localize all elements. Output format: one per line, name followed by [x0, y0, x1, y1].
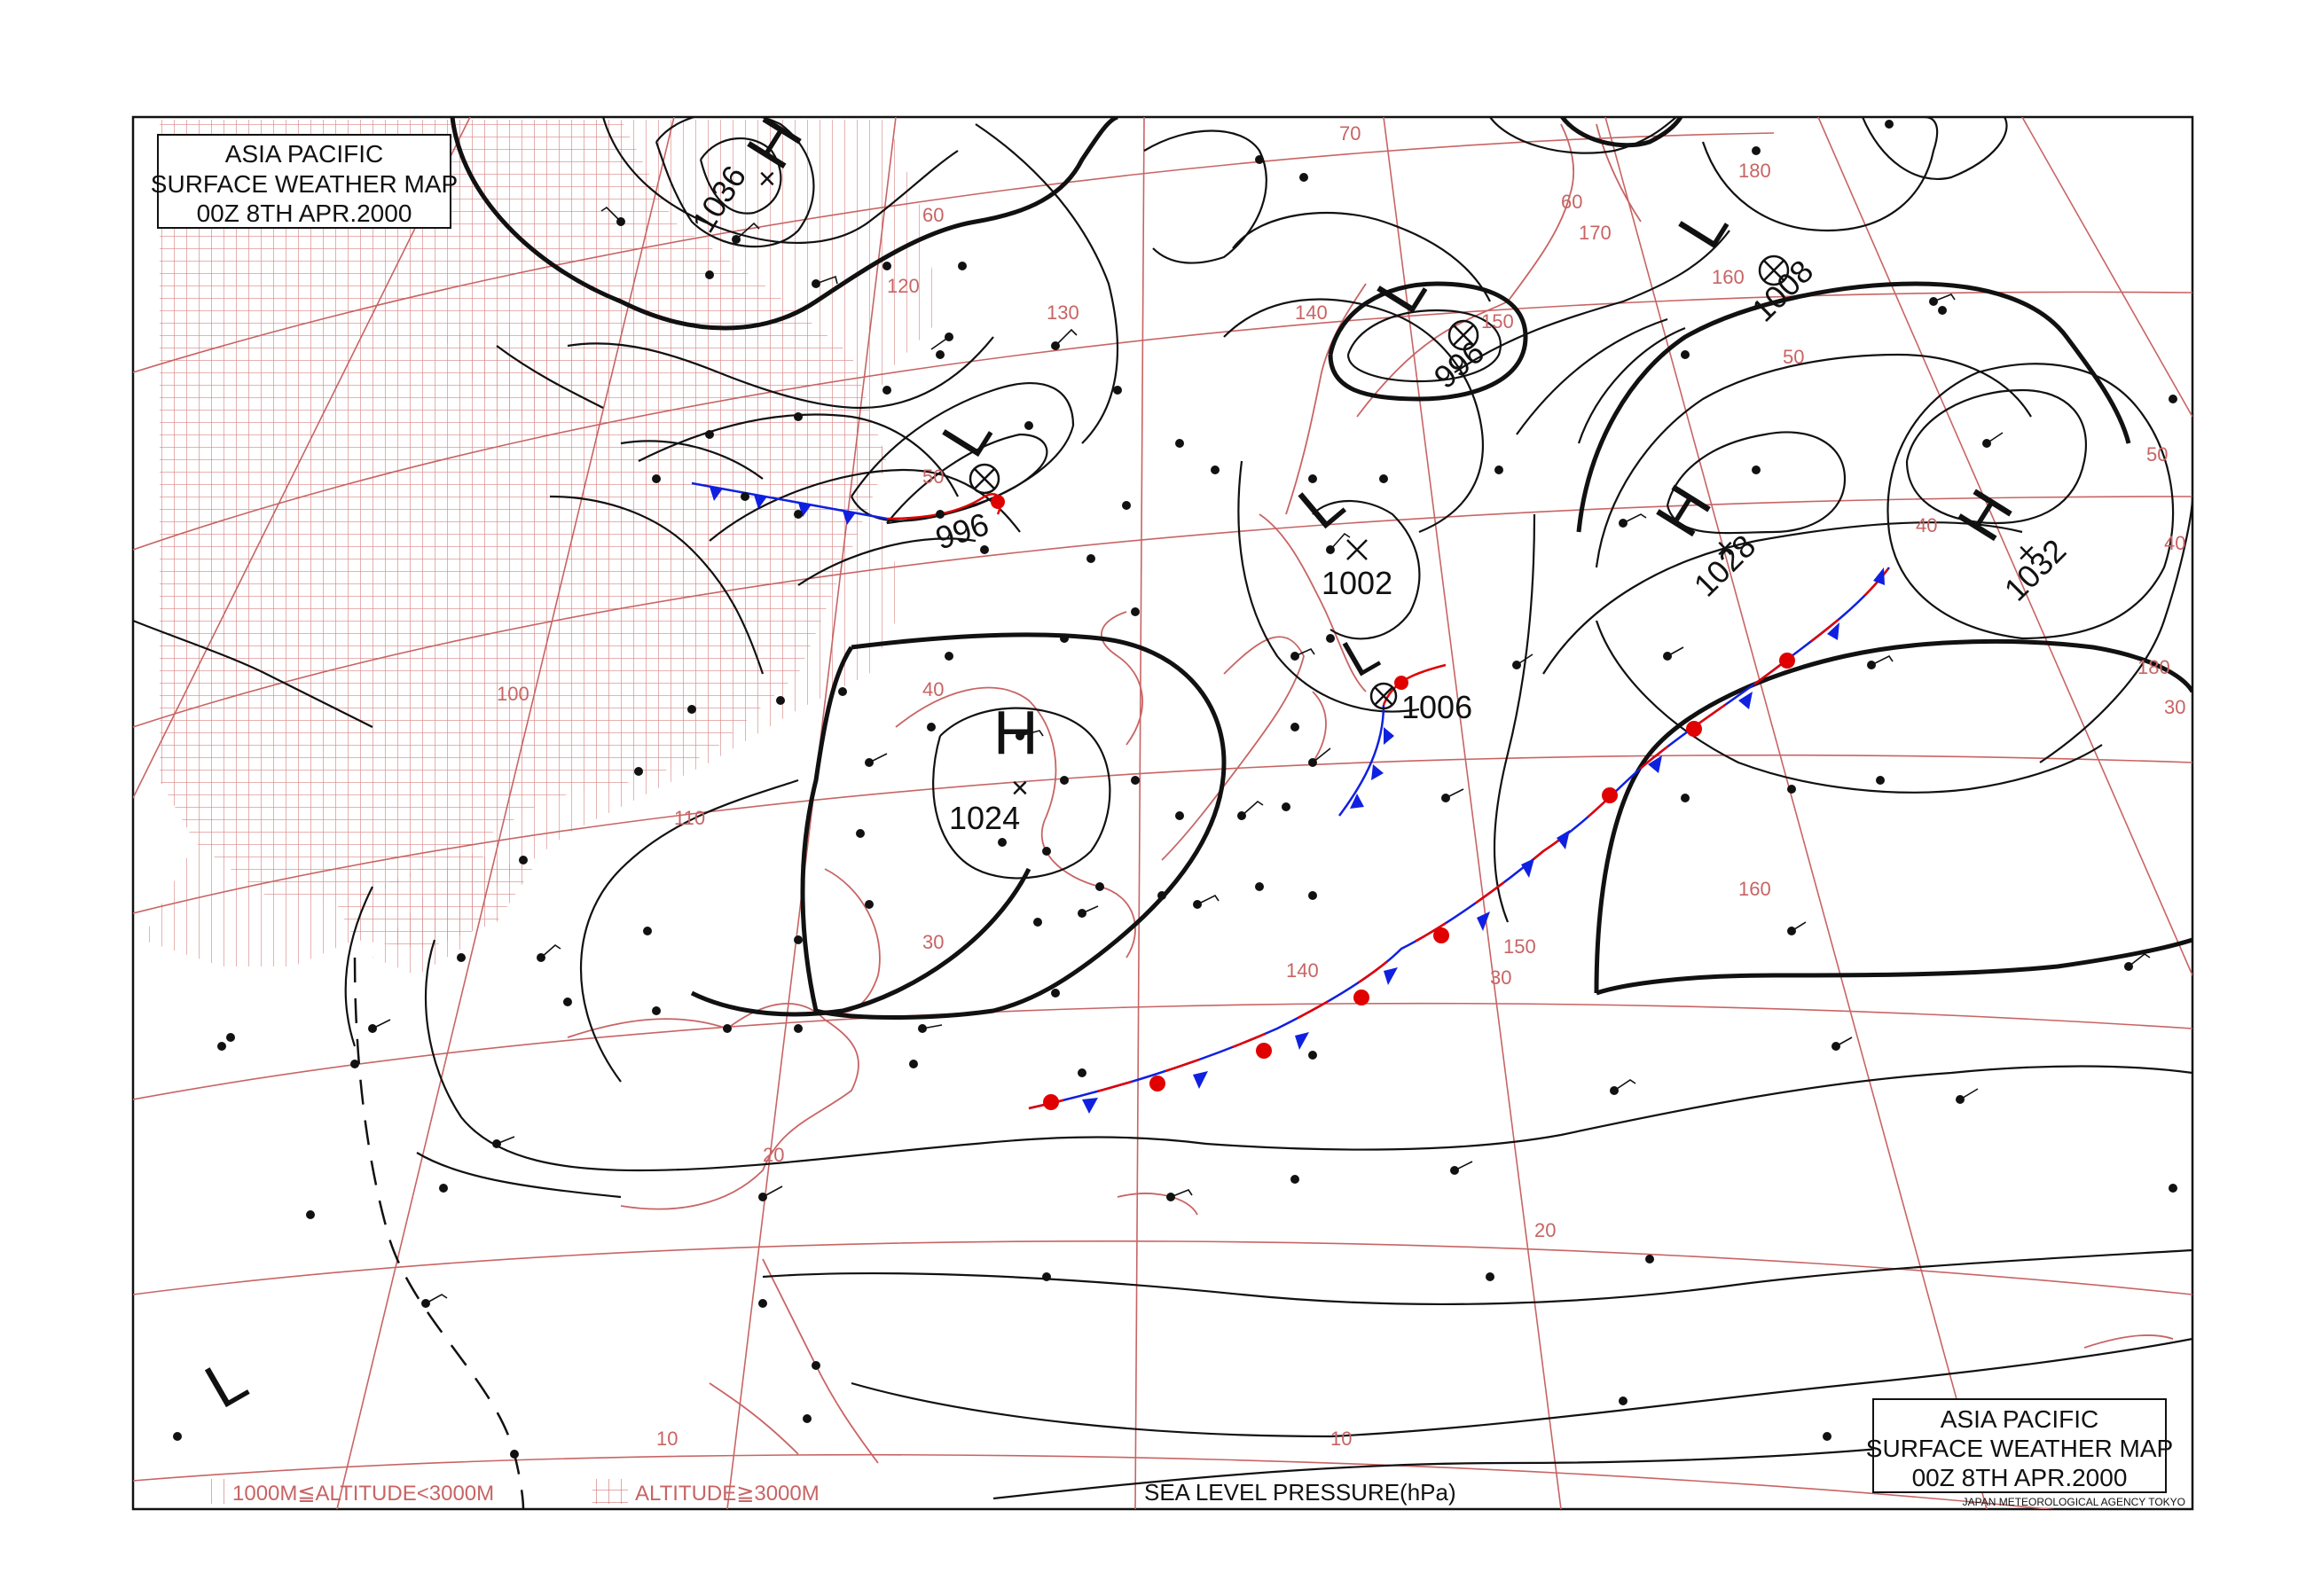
low-center-1002: L 1002 [1286, 467, 1393, 601]
lat-label: 40 [1916, 514, 1937, 536]
station-plots [173, 120, 2177, 1459]
lat-label: 40 [922, 678, 944, 700]
title-line-3: 00Z 8TH APR.2000 [197, 200, 412, 227]
lat-label: 20 [1534, 1219, 1556, 1241]
lon-label: 120 [887, 275, 920, 297]
pressure-value: 1024 [949, 800, 1020, 836]
svg-text:×: × [1011, 771, 1029, 805]
lon-label: 140 [1286, 959, 1319, 982]
svg-text:×: × [2018, 536, 2035, 570]
high-letter: H [993, 698, 1039, 767]
pressure-value: 1006 [1401, 689, 1472, 725]
title-line-1: ASIA PACIFIC [225, 140, 383, 168]
low-letter: L [194, 1344, 259, 1421]
lat-label: 70 [1339, 122, 1361, 145]
pressure-value: 1008 [1745, 253, 1821, 329]
cold-front-pacific [1028, 567, 1890, 1110]
title-line-2: SURFACE WEATHER MAP [151, 170, 458, 198]
pressure-caption: SEA LEVEL PRESSURE(hPa) [1144, 1479, 1456, 1506]
title-box-bottom-right: ASIA PACIFIC SURFACE WEATHER MAP 00Z 8TH… [1866, 1398, 2173, 1493]
legend-altitude-high: ALTITUDE≧3000M [635, 1482, 820, 1506]
lon-label: 160 [1712, 266, 1745, 288]
lon-label: 140 [1295, 301, 1328, 324]
lon-label: 110 [674, 807, 705, 829]
lat-label: 30 [2164, 696, 2185, 718]
lon-label: 130 [1047, 301, 1079, 324]
lat-label: 60 [922, 204, 944, 226]
pressure-value: 1032 [1997, 532, 2074, 608]
lat-label: 30 [1490, 966, 1511, 989]
high-center-1028: H × 1028 [1643, 473, 1763, 604]
legend: 1000M≦ALTITUDE<3000M ALTITUDE≧3000M SEA … [200, 1479, 2185, 1508]
high-letter: H [1643, 473, 1725, 548]
title-box-top-left: ASIA PACIFIC SURFACE WEATHER MAP 00Z 8TH… [151, 134, 458, 229]
fronts [691, 481, 1890, 1114]
low-letter: L [929, 403, 1006, 468]
warm-front-pacific [1028, 567, 1890, 1110]
low-center-1008: L 1008 [1665, 194, 1821, 329]
lat-label: 50 [1783, 346, 1804, 368]
legend-altitude-mid: 1000M≦ALTITUDE<3000M [232, 1482, 494, 1506]
lon-label: 180 [2137, 656, 2170, 678]
lon-label: 170 [1579, 222, 1612, 244]
title-line-1: ASIA PACIFIC [1941, 1405, 2098, 1433]
high-center-1024: H × 1024 [949, 698, 1039, 836]
low-center-southwest: L [194, 1344, 259, 1421]
altitude-hatch-mid [142, 120, 940, 975]
lon-label: 150 [1481, 310, 1514, 332]
lon-label: 150 [1503, 935, 1536, 958]
low-center-996-north: L 996 [1363, 259, 1492, 396]
svg-text:×: × [1716, 532, 1734, 566]
cold-front-japan [1337, 704, 1385, 817]
lat-label: 50 [2146, 443, 2168, 466]
pressure-value: 1002 [1322, 565, 1392, 601]
low-letter: L [1286, 467, 1357, 543]
lat-label: 20 [763, 1144, 784, 1166]
title-line-3: 00Z 8TH APR.2000 [1912, 1464, 2128, 1491]
lat-label: 50 [922, 466, 944, 488]
isobars [133, 117, 2192, 1509]
title-line-2: SURFACE WEATHER MAP [1866, 1435, 2173, 1462]
pressure-value: 996 [1427, 333, 1491, 395]
lat-label: 30 [922, 931, 944, 953]
svg-text:×: × [758, 162, 776, 196]
lon-label: 180 [1738, 160, 1771, 182]
agency-credit: JAPAN METEOROLOGICAL AGENCY TOKYO [1963, 1496, 2185, 1508]
lat-label: 40 [2164, 532, 2185, 554]
lat-label: 10 [1330, 1428, 1352, 1450]
legend-swatch-mid [200, 1479, 224, 1504]
high-letter: H [1944, 478, 2027, 552]
lat-lon-grid [133, 117, 2192, 1509]
grid-labels: 120 130 140 150 160 170 180 180 150 160 … [497, 122, 2185, 1450]
lon-label: 160 [1738, 878, 1771, 900]
lat-label: 60 [1561, 191, 1582, 213]
low-letter: L [1333, 622, 1388, 689]
lat-label: 10 [656, 1428, 678, 1450]
low-center-1006: L 1006 [1333, 622, 1472, 725]
legend-swatch-high [592, 1479, 628, 1504]
map-frame [131, 115, 2194, 1511]
low-letter: L [1665, 194, 1742, 260]
lon-label: 100 [497, 683, 529, 705]
